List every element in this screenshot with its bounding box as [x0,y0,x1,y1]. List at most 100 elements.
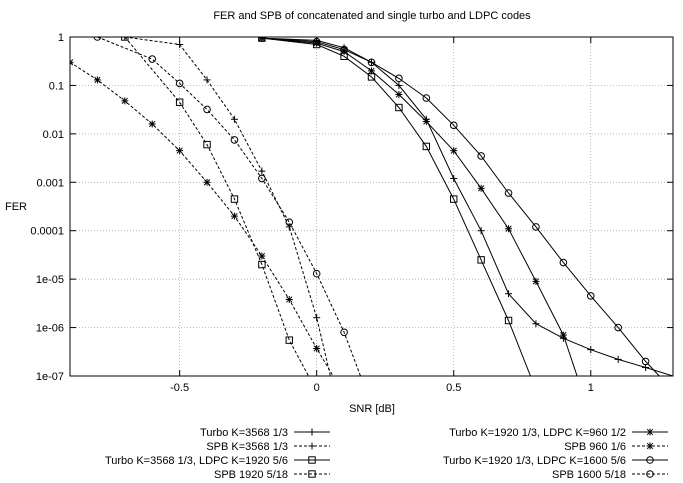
y-tick-label: 0.0001 [30,226,64,238]
data-point [93,76,101,84]
series-line [261,37,660,376]
y-axis-label: FER [5,201,27,213]
data-point [586,292,595,300]
data-point [395,103,403,112]
legend-item: Turbo K=3568 1/3, LDPC K=1920 5/6 [105,455,330,467]
legend-marker [646,442,654,450]
data-point [340,328,348,337]
legend: Turbo K=3568 1/3 SPB K=3568 1/3 Turbo K=35… [105,427,668,481]
data-point [504,316,513,325]
data-point [587,346,595,354]
data-point [70,58,74,66]
series-line [97,37,361,376]
data-point [285,295,293,303]
legend-item: Turbo K=1920 1/3, LDPC K=1600 5/6 [443,455,668,467]
data-point [450,147,458,155]
legend-item: SPB K=3568 1/3 [206,441,330,453]
data-point [175,79,184,88]
data-point [505,290,513,298]
x-tick-label: 0 [314,382,320,394]
legend-marker [646,456,654,464]
data-point [477,227,485,235]
y-tick-label: 0.01 [43,129,64,141]
data-point [367,58,376,67]
data-point [258,252,266,260]
data-point [285,223,293,231]
x-axis-label: SNR [dB] [349,403,395,415]
y-tick-label: 1 [58,32,64,44]
legend-marker [308,442,316,450]
series-2 [121,37,331,376]
data-point [532,223,540,231]
data-point [395,90,403,98]
series-layer [70,37,673,376]
data-point [203,178,211,186]
series-1 [258,37,673,376]
chart-title: FER and SPB of concatenated and single t… [213,10,531,22]
data-point [559,258,568,267]
series-line [124,37,331,376]
y-tick-label: 0.001 [36,177,64,189]
data-point [176,147,184,155]
data-point [148,120,156,128]
data-point [395,81,403,89]
legend-label: SPB 1920 5/18 [214,469,288,481]
data-point [121,37,129,41]
data-point [477,184,485,192]
series-line [261,37,578,376]
data-point [422,94,431,102]
data-point [532,277,540,285]
legend-item: Turbo K=1920 1/3, LDPC K=960 1/2 [449,427,668,439]
y-tick-label: 1e-06 [36,323,64,335]
legend-marker [646,428,654,436]
legend-label: Turbo K=1920 1/3, LDPC K=1600 5/6 [443,455,626,467]
series-5 [258,37,578,376]
data-point [203,140,211,149]
data-point [203,76,211,84]
data-point [614,323,622,332]
data-point [203,105,211,114]
data-point [312,269,321,278]
legend-label: SPB K=3568 1/3 [206,441,288,453]
legend-label: SPB 960 1/6 [564,441,626,453]
legend-marker [308,456,316,464]
data-point [340,45,348,54]
data-point [312,37,321,46]
series-line [70,61,334,376]
legend-label: SPB 1600 5/18 [552,469,626,481]
data-point [422,117,430,125]
data-point [121,37,129,41]
y-tick-label: 1e-07 [36,371,64,383]
data-point [313,314,321,322]
y-tick-label: 1e-05 [36,274,64,286]
data-point [395,74,403,83]
data-point [422,142,431,151]
x-tick-label: -0.5 [170,382,189,394]
legend-label: Turbo K=1920 1/3, LDPC K=960 1/2 [449,427,626,439]
x-tick-label: 0.5 [446,382,461,394]
data-point [121,97,129,105]
series-line [261,37,531,376]
y-tick-label: 0.1 [49,80,64,92]
legend-label: Turbo K=3568 1/3 [200,427,288,439]
data-point [449,121,458,130]
data-point [230,115,238,123]
data-point [313,344,321,352]
axis-ticks: 1 0.1 0.01 0.001 0.0001 1e-05 1e-06 1e-07 -0.5 0 0… [30,32,673,394]
legend-item: SPB 960 1/6 [564,441,668,453]
data-point [477,256,485,264]
data-point [230,195,239,203]
series-6 [70,58,334,376]
grid [70,36,673,377]
data-point [505,225,513,233]
data-point [175,98,184,106]
data-point [614,355,622,363]
data-point [477,152,485,160]
data-point [368,67,375,75]
data-point [450,174,458,182]
data-point [230,136,239,144]
series-line [124,37,309,376]
data-point [230,212,238,220]
x-tick-label: 1 [588,382,594,394]
legend-marker [646,470,654,478]
